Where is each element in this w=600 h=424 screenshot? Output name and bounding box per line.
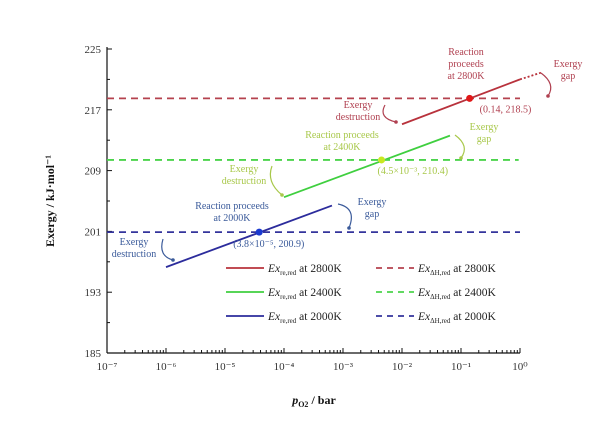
x-label-unit: / bar	[308, 393, 336, 407]
data-point	[255, 228, 263, 236]
annotation-line: destruction	[222, 176, 266, 187]
data-point	[378, 156, 386, 164]
point-label: (3.8×10⁻⁵, 200.9)	[233, 239, 304, 250]
annotation-t2000: Reaction proceeds at 2000K	[195, 201, 269, 224]
curved-arrow	[454, 134, 465, 159]
curved-arrow	[540, 72, 552, 97]
y-tick-label: 185	[85, 348, 102, 360]
annotation-line: Exergy	[120, 237, 149, 248]
legend-label-main: Ex	[417, 263, 431, 275]
legend-label-sub: ΔH,red	[430, 317, 451, 325]
annotation-t2800: Reaction proceeds at 2800K	[448, 47, 486, 82]
annotation-t2400: Reaction proceeds at 2400K	[305, 130, 379, 153]
curved-arrow	[161, 238, 174, 261]
annotation-line: Reaction	[448, 47, 484, 58]
legend-label-tail: at 2800K	[450, 263, 496, 275]
x-tick-label: 10⁻²	[392, 361, 413, 373]
annotation-line: at 2800K	[448, 71, 486, 82]
arrow-head	[459, 156, 463, 160]
x-label-sub: O2	[298, 400, 308, 409]
annotation-line: Exergy	[358, 197, 387, 208]
legend-label-tail: at 2000K	[296, 311, 342, 323]
annotation-gap2000: Exergy gap	[358, 197, 387, 220]
legend-label: Exre,red at 2400K	[267, 287, 342, 301]
legend-label: Exre,red at 2000K	[267, 311, 342, 325]
annotation-line: Exergy	[470, 122, 499, 133]
annotation-dest2000: Exergy destruction	[112, 237, 156, 260]
x-tick-label: 10⁻⁶	[156, 361, 177, 373]
x-tick-label: 10⁻⁴	[274, 361, 295, 373]
legend-label-main: Ex	[267, 311, 281, 323]
legend: Exre,red at 2800K ExΔH,red at 2800KExre,r…	[226, 263, 496, 325]
annotation-line: Reaction proceeds	[305, 130, 379, 141]
annotation-line: Exergy	[344, 100, 373, 111]
annotation-line: at 2400K	[324, 142, 362, 153]
y-axis-label: Exergy / kJ·mol⁻¹	[43, 155, 57, 247]
y-tick-label: 225	[85, 44, 102, 56]
annotation-line: destruction	[336, 112, 380, 123]
series-line	[165, 204, 333, 268]
legend-label: ExΔH,red at 2800K	[417, 263, 496, 277]
x-axis-label: pO2 / bar	[291, 393, 336, 409]
annotation-line: gap	[477, 134, 491, 145]
legend-label: ExΔH,red at 2000K	[417, 311, 496, 325]
legend-label: Exre,red at 2800K	[267, 263, 342, 277]
legend-label-sub: ΔH,red	[430, 293, 451, 301]
point-label: (4.5×10⁻³, 210.4)	[378, 166, 449, 177]
annotation-line: gap	[561, 71, 575, 82]
curved-arrow	[382, 104, 397, 123]
arrow-head	[280, 193, 284, 197]
y-tick-label: 201	[85, 226, 102, 238]
arrow-head	[171, 258, 175, 262]
curved-arrow	[337, 203, 352, 229]
x-tick-label: 10⁻³	[333, 361, 354, 373]
legend-label-main: Ex	[417, 287, 431, 299]
legend-label-sub: re,red	[280, 293, 297, 301]
series-line	[283, 134, 451, 199]
annotation-line: proceeds	[448, 59, 484, 70]
legend-label-sub: re,red	[280, 317, 297, 325]
annotation-gap2800: Exergy gap	[554, 59, 583, 82]
annotation-dest2400: Exergy destruction	[222, 164, 266, 187]
y-tick-label: 209	[85, 166, 102, 178]
legend-label-tail: at 2000K	[450, 311, 496, 323]
annotation-line: Exergy	[230, 164, 259, 175]
series-line	[401, 78, 521, 126]
x-tick-label: 10⁰	[512, 361, 528, 373]
x-tick-label: 10⁻⁷	[97, 361, 118, 373]
legend-label-main: Ex	[267, 263, 281, 275]
annotation-line: Reaction proceeds	[195, 201, 269, 212]
legend-label: ExΔH,red at 2400K	[417, 287, 496, 301]
x-tick-label: 10⁻¹	[451, 361, 471, 373]
annotation-line: at 2000K	[214, 213, 252, 224]
legend-label-sub: re,red	[280, 269, 297, 277]
legend-label-main: Ex	[417, 311, 431, 323]
point-label: (0.14, 218.5)	[480, 104, 532, 115]
data-point	[466, 94, 474, 102]
arrow-head	[546, 94, 550, 98]
legend-label-tail: at 2800K	[296, 263, 342, 275]
legend-label-tail: at 2400K	[296, 287, 342, 299]
series-extension-dotted	[519, 71, 542, 81]
axes: 185 193 201 209 217 225 10⁻⁷ 10⁻⁶ 10⁻⁵ 10⁻⁴ 10⁻³ 10…	[85, 44, 529, 373]
curved-arrow	[269, 165, 283, 196]
y-tick-label: 193	[85, 287, 102, 299]
legend-label-sub: ΔH,red	[430, 269, 451, 277]
plot-marks	[107, 71, 542, 268]
x-tick-label: 10⁻⁵	[215, 361, 236, 373]
y-tick-label: 217	[85, 105, 102, 117]
x-label-main: p	[291, 393, 298, 407]
annotation-gap2400: Exergy gap	[470, 122, 499, 145]
annotation-line: Exergy	[554, 59, 583, 70]
arrow-head	[347, 226, 351, 230]
legend-label-tail: at 2400K	[450, 287, 496, 299]
annotations: (0.14, 218.5) (4.5×10⁻³, 210.4) (3.8×10⁻⁵,…	[112, 47, 583, 262]
legend-label-main: Ex	[267, 287, 281, 299]
annotation-dest2800: Exergy destruction	[336, 100, 380, 123]
annotation-line: destruction	[112, 249, 156, 260]
annotation-line: gap	[365, 209, 379, 220]
arrow-head	[394, 120, 398, 124]
